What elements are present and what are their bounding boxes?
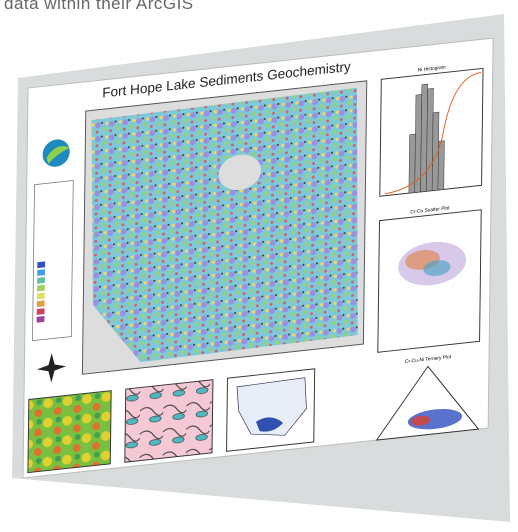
poster: Fort Hope Lake Sediments Geochemistry Ni… <box>23 38 493 478</box>
heat-map <box>28 391 111 473</box>
map <box>88 87 361 367</box>
page: data within their ArcGIS <box>0 0 518 532</box>
geology-map <box>125 380 213 462</box>
poster-scene: Fort Hope Lake Sediments Geochemistry Ni… <box>0 0 518 532</box>
